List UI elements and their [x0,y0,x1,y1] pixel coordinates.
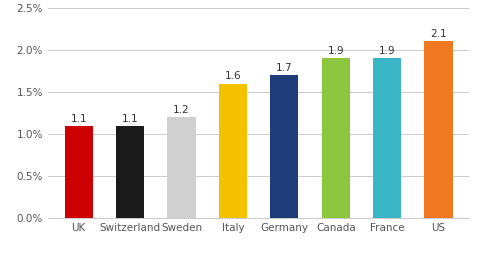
Text: 1.9: 1.9 [379,46,396,56]
Bar [219,84,247,218]
Bar [168,117,196,218]
Bar [116,126,144,218]
Text: 1.6: 1.6 [225,71,241,81]
Bar [270,75,298,218]
Text: 1.7: 1.7 [276,63,293,73]
Text: 1.2: 1.2 [173,105,190,115]
Text: 1.9: 1.9 [328,46,344,56]
Bar [65,126,93,218]
Text: 1.1: 1.1 [122,114,138,124]
Bar [373,58,401,218]
Bar [424,41,453,218]
Bar [321,58,350,218]
Text: 2.1: 2.1 [430,29,447,39]
Text: 1.1: 1.1 [70,114,87,124]
